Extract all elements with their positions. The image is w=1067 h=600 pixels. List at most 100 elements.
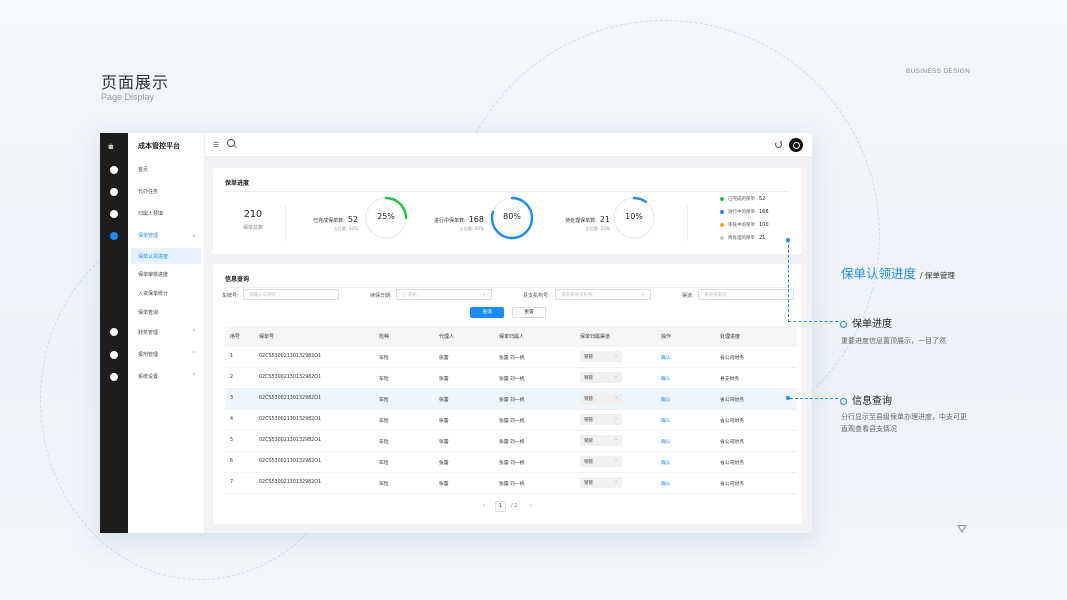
channel-select[interactable]: 销管 ⌄ bbox=[580, 372, 622, 383]
sidebar-item-finance[interactable]: 财务管理 bbox=[138, 330, 159, 336]
annotation-progress-title: 保单进度 bbox=[840, 315, 892, 330]
channel-select[interactable]: 销管 ⌄ bbox=[580, 414, 622, 425]
table-row: 7 02CS53002130132982O1 车险 张蕾 张蕾 刘一帆 销管 ⌄ 确认 省公司财… bbox=[225, 473, 797, 494]
search-icon[interactable] bbox=[227, 139, 235, 147]
channel-select[interactable]: 销管 ⌄ bbox=[580, 435, 622, 446]
kpi-completed-share: 占比量: 30% bbox=[333, 226, 358, 231]
user-icon[interactable] bbox=[110, 210, 118, 218]
cell-agent: 张蕾 bbox=[439, 356, 449, 361]
sidebar-item-policy-query[interactable]: 保单查询 bbox=[138, 310, 159, 316]
channel-value: 销管 bbox=[584, 376, 593, 381]
sidebar-item-review-progress[interactable]: 保单审核进度 bbox=[138, 272, 169, 278]
cell-owner: 张蕾 刘一帆 bbox=[499, 482, 525, 487]
home-icon[interactable] bbox=[110, 166, 118, 174]
sidebar-item-home[interactable]: 首页 bbox=[138, 167, 149, 173]
prev-page-icon[interactable]: ‹ bbox=[483, 503, 485, 509]
kpi-pending-share: 占比量: 10% bbox=[585, 226, 610, 231]
channel-value: 销管 bbox=[584, 397, 593, 402]
cell-type: 车险 bbox=[379, 440, 389, 445]
cell-status: 省公司财务 bbox=[720, 419, 744, 424]
chevron-down-icon: ⌄ bbox=[191, 232, 196, 238]
cell-policy: 02CS53002130132982O1 bbox=[259, 459, 322, 464]
next-page-icon[interactable]: › bbox=[530, 503, 532, 509]
brand-title: 成本管控平台 bbox=[138, 142, 180, 150]
sidebar-item-system[interactable]: 系统设置 bbox=[138, 374, 159, 380]
sidebar-item-reports[interactable]: 报剂管理 bbox=[138, 352, 159, 358]
donut-completed-percent: 25% bbox=[377, 212, 395, 221]
chevron-down-icon: ⌄ bbox=[614, 437, 618, 442]
cell-type: 车险 bbox=[379, 398, 389, 403]
reset-button[interactable]: 重置 bbox=[512, 307, 546, 318]
confirm-link[interactable]: 确认 bbox=[661, 419, 671, 424]
col-status: 处理进度 bbox=[720, 334, 741, 340]
cell-no: 2 bbox=[230, 375, 234, 380]
cell-no: 6 bbox=[230, 459, 234, 464]
policy-icon[interactable] bbox=[110, 232, 118, 240]
plate-input[interactable]: 请输入车牌号 bbox=[243, 289, 339, 300]
filter-renewal-label: 续保日期: bbox=[370, 293, 392, 299]
finance-icon[interactable] bbox=[110, 328, 118, 336]
annotation-query-title: 信息查询 bbox=[840, 392, 892, 407]
renewal-date-picker[interactable]: ▢ 开始 ⌄ bbox=[396, 289, 492, 300]
filter-plate-label: 车牌号: bbox=[222, 293, 239, 299]
chevron-down-icon: ⌄ bbox=[783, 291, 788, 297]
chevron-down-icon: ⌄ bbox=[640, 291, 645, 297]
confirm-link[interactable]: 确认 bbox=[661, 482, 671, 487]
donut-pending-percent: 10% bbox=[625, 212, 643, 221]
confirm-link[interactable]: 确认 bbox=[661, 440, 671, 445]
sidebar: 成本管控平台 首页 代办任务 归属人预填 保单管理 ⌄ 保单认领进度 保单审核进… bbox=[128, 133, 205, 533]
legend-dot bbox=[720, 235, 724, 240]
chevron-up-icon: ⌃ bbox=[191, 329, 196, 335]
sidebar-item-funding-stats[interactable]: 入资保单统计 bbox=[138, 291, 169, 297]
triangle-down-icon bbox=[957, 525, 967, 533]
chevron-up-icon: ⌃ bbox=[191, 373, 196, 379]
channel-select[interactable]: 销管 ⌄ bbox=[580, 351, 622, 362]
sidebar-item-tasks[interactable]: 代办任务 bbox=[138, 189, 159, 195]
app-window: ıılıı 成本管控平台 首页 代办任务 归属人预填 保单管理 ⌄ 保单认领进度… bbox=[100, 133, 812, 533]
page-subtitle: Page Display bbox=[101, 92, 155, 102]
col-owner: 保单归属人 bbox=[499, 334, 525, 340]
divider bbox=[225, 191, 790, 192]
confirm-link[interactable]: 确认 bbox=[661, 398, 671, 403]
search-button[interactable]: 查询 bbox=[470, 307, 504, 318]
task-icon[interactable] bbox=[110, 188, 118, 196]
confirm-link[interactable]: 确认 bbox=[661, 356, 671, 361]
sidebar-item-claim-progress[interactable]: 保单认领进度 bbox=[138, 254, 169, 260]
channel-value: 销管 bbox=[584, 439, 593, 444]
refresh-icon[interactable] bbox=[775, 141, 782, 148]
divider bbox=[285, 205, 286, 241]
report-icon[interactable] bbox=[110, 351, 118, 359]
col-type: 险种 bbox=[379, 334, 390, 340]
table-header: 序号 保单号 险种 代理人 保单归属人 保单归属渠道 操作 处理进度 bbox=[225, 326, 797, 347]
settings-icon[interactable] bbox=[110, 373, 118, 381]
branch-select[interactable]: 请选择县支机构 ⌄ bbox=[555, 289, 651, 300]
sidebar-item-policy-mgmt[interactable]: 保单管理 bbox=[138, 233, 159, 239]
confirm-link[interactable]: 确认 bbox=[661, 377, 671, 382]
query-title: 信息查询 bbox=[225, 276, 250, 283]
table-row: 4 02CS53002130132982O1 车险 张蕾 张蕾 刘一帆 销管 ⌄ 确认 省公司财… bbox=[225, 410, 797, 431]
progress-card: 保单进度 210 保单总数 已完成保单数: 52 占比量: 30% 25% 进行中… bbox=[213, 168, 802, 254]
donut-progress-arc bbox=[364, 196, 408, 240]
legend-item: 审核中的保单 100 bbox=[720, 222, 769, 228]
menu-icon[interactable]: ☰ bbox=[213, 141, 220, 149]
logo-wave-icon: ıılıı bbox=[108, 143, 114, 151]
col-no: 序号 bbox=[230, 334, 241, 340]
divider bbox=[687, 205, 688, 241]
annotation-query-desc: 分行显示至县级保单办理进度，中支可更直观查看县支情况 bbox=[841, 413, 967, 433]
cell-type: 车险 bbox=[379, 482, 389, 487]
avatar[interactable] bbox=[789, 138, 803, 152]
cell-agent: 张蕾 bbox=[439, 398, 449, 403]
kpi-inprogress-share: 占比量: 60% bbox=[459, 226, 484, 231]
channel-select[interactable]: 销管 ⌄ bbox=[580, 456, 622, 467]
page-total: / 2 bbox=[511, 503, 518, 509]
sidebar-item-owner-prefill[interactable]: 归属人预填 bbox=[138, 211, 164, 217]
connector-line bbox=[790, 398, 838, 399]
legend-item: 已完成的保单 52 bbox=[720, 196, 765, 202]
confirm-link[interactable]: 确认 bbox=[661, 461, 671, 466]
channel-select[interactable]: 销管 ⌄ bbox=[580, 393, 622, 404]
page-current[interactable]: 1 bbox=[495, 501, 506, 512]
channel-select[interactable]: 请选择渠道 ⌄ bbox=[698, 289, 794, 300]
cell-owner: 张蕾 刘一帆 bbox=[499, 440, 525, 445]
cell-type: 车险 bbox=[379, 461, 389, 466]
channel-select[interactable]: 销管 ⌄ bbox=[580, 477, 622, 488]
